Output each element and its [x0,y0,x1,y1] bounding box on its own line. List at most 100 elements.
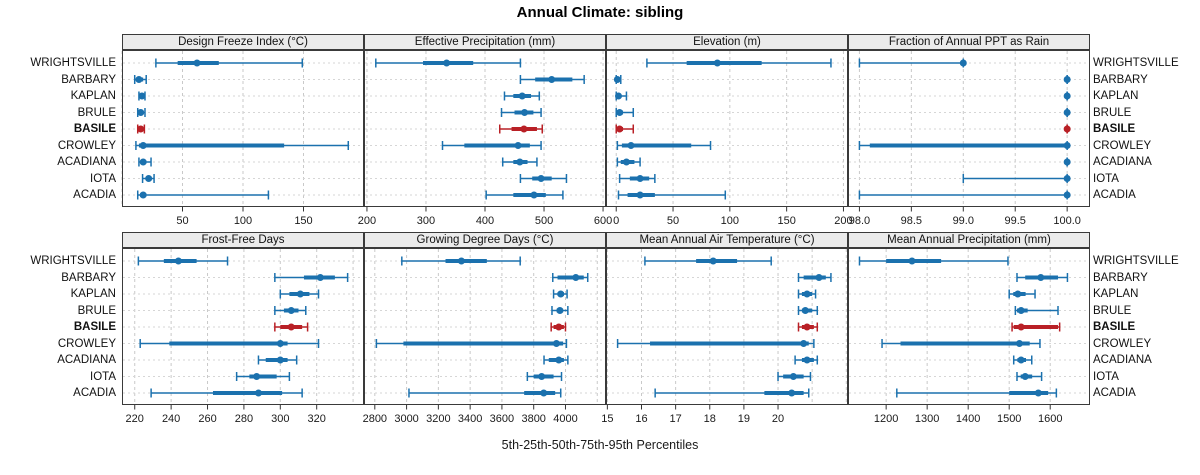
percentile-series-acadiana [138,157,152,167]
percentile-series-acadia [150,388,303,398]
percentile-series-kaplan [279,289,320,299]
axis-tick-label: 17 [670,413,682,425]
percentile-series-basile [615,124,635,134]
panel-border [122,248,364,405]
figure-title: Annual Climate: sibling [516,4,684,21]
median-dot [145,175,153,182]
station-label-left-acadia: ACADIA [73,189,116,201]
percentile-series-basile [499,124,544,134]
axis-tick-label: 1600 [1038,413,1062,425]
median-dot [548,76,556,83]
median-dot [709,257,717,265]
median-dot [959,59,967,67]
median-dot [537,175,545,182]
median-dot [174,257,182,265]
percentile-series-crowley [858,141,1071,150]
axis-tick-label: 260 [198,413,216,425]
median-dot [254,389,262,397]
station-label-right-kaplan: KAPLAN [1093,288,1139,300]
median-dot [613,76,621,83]
percentile-series-kaplan [1063,91,1071,101]
panel-plot-mean-annual-precipitation-mm: 1200 1300 1400 1500 1600 [848,248,1090,425]
axis-tick-label: 98.5 [901,215,922,227]
station-label-left-basile: BASILE [73,321,116,333]
median-dot [713,59,721,67]
percentile-series-wrightsville [401,256,521,266]
station-label-right-iota: IOTA [1093,370,1119,383]
percentile-series-acadia [136,190,270,200]
station-label-right-basile: BASILE [1093,321,1136,333]
axis-tick-label: 200 [358,215,376,227]
percentile-series-iota [962,174,1071,183]
percentile-series-crowley [441,141,542,150]
station-label-left-crowley: CROWLEY [57,337,116,350]
axis-tick-label: 3000 [394,413,418,425]
percentile-series-kaplan [614,91,628,101]
percentile-series-crowley [139,339,320,348]
median-dot [137,125,145,133]
percentile-series-acadia [617,190,727,200]
axis-tick-label: 99.0 [953,215,974,227]
panel-plot-effective-precipitation-mm: 200 300 400 500 600 [358,50,612,227]
median-dot [1017,356,1025,364]
percentile-series-brule [615,108,635,117]
median-dot [530,191,538,199]
median-dot [1063,142,1071,149]
median-dot [1017,307,1025,314]
percentile-series-basile [1063,124,1071,134]
percentile-series-iota [141,174,155,183]
percentile-series-crowley [881,339,1041,348]
median-dot [616,109,624,116]
median-dot [276,340,284,347]
median-dot [1017,323,1025,331]
median-dot [1037,274,1045,281]
percentile-series-kaplan [138,91,146,101]
percentile-series-acadia [858,190,1071,200]
percentile-series-iota [526,372,563,381]
median-dot [801,307,809,314]
median-dot [557,290,565,298]
median-dot [815,274,823,281]
panel-header-frost-free-days: Frost-Free Days [122,232,364,248]
percentile-series-iota [618,174,656,183]
median-dot [296,290,304,298]
median-dot [636,191,644,199]
axis-tick-label: 200 [834,215,852,227]
percentile-series-barbary [552,273,589,282]
panel-plot-design-freeze-index-c: 50 100 150 [121,50,365,227]
axis-tick-label: 3800 [521,413,545,425]
median-dot [516,158,524,166]
axis-tick-label: 500 [535,215,553,227]
median-dot [1014,290,1022,298]
axis-tick-label: 100 [721,215,739,227]
median-dot [1063,175,1071,182]
station-label-left-acadiana: ACADIANA [57,354,116,366]
median-dot [616,125,624,133]
median-dot [139,158,147,166]
median-dot [908,257,916,265]
axis-tick-label: 19 [738,413,750,425]
median-dot [139,191,147,199]
percentile-series-crowley [375,339,568,348]
median-dot [520,125,528,133]
percentile-series-acadiana [616,157,641,167]
axis-tick-label: 1300 [915,413,939,425]
median-dot [137,109,145,116]
percentile-series-iota [235,372,291,381]
median-dot [1063,158,1071,166]
median-dot [443,59,451,67]
axis-tick-label: 150 [777,215,795,227]
median-dot [287,307,295,314]
median-dot [316,274,324,281]
percentile-series-kaplan [1008,289,1036,299]
axis-tick-label: 1200 [874,413,898,425]
percentile-series-kaplan [552,289,568,299]
median-dot [1063,76,1071,83]
panel-header-mean-annual-air-temperature-c: Mean Annual Air Temperature (°C) [606,232,848,248]
percentile-series-acadia [485,190,564,200]
station-label-right-acadiana: ACADIANA [1093,354,1152,366]
percentile-series-wrightsville [155,58,304,68]
median-dot [636,175,644,182]
station-label-right-brule: BRULE [1093,304,1132,317]
median-dot [1015,340,1023,347]
